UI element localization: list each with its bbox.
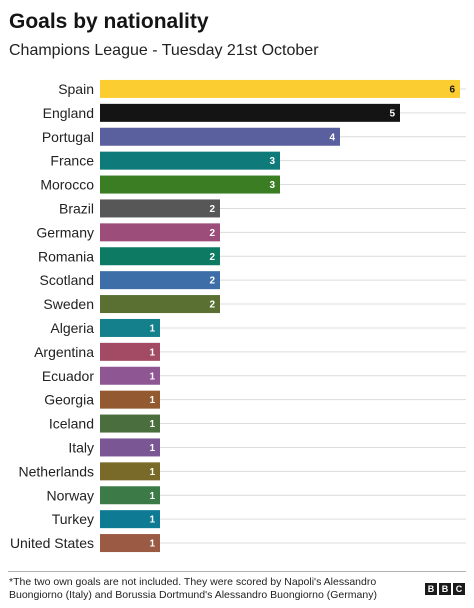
category-label: Netherlands — [19, 463, 95, 479]
bar — [100, 462, 160, 481]
bar — [100, 486, 160, 505]
bar — [100, 342, 160, 361]
category-label: Brazil — [59, 200, 94, 216]
bar — [100, 390, 160, 409]
bar — [100, 414, 160, 433]
bbc-logo-b1: B — [425, 583, 437, 595]
category-label: France — [50, 153, 94, 169]
footnote: *The two own goals are not included. The… — [9, 576, 377, 601]
value-label: 1 — [149, 419, 155, 430]
bar — [100, 295, 220, 314]
value-label: 1 — [149, 539, 155, 550]
value-label: 2 — [209, 228, 215, 239]
category-label: Spain — [58, 81, 94, 97]
bbc-logo-b2: B — [439, 583, 451, 595]
value-label: 3 — [269, 180, 275, 191]
category-label: Norway — [47, 487, 94, 503]
chart-title: Goals by nationality — [9, 10, 209, 33]
bar — [100, 366, 160, 385]
category-label: Ecuador — [42, 368, 94, 384]
bbc-logo-c: C — [453, 583, 465, 595]
bar — [100, 223, 220, 242]
bar — [100, 127, 340, 146]
value-label: 1 — [149, 443, 155, 454]
chart-subtitle: Champions League - Tuesday 21st October — [9, 42, 319, 59]
bar — [100, 79, 460, 98]
value-label: 1 — [149, 347, 155, 358]
bar — [100, 271, 220, 290]
category-label: England — [43, 105, 94, 121]
bar — [100, 318, 160, 337]
category-label: Morocco — [40, 177, 94, 193]
value-label: 1 — [149, 515, 155, 526]
bar — [100, 175, 280, 194]
category-label: United States — [10, 535, 94, 551]
bar — [100, 438, 160, 457]
category-label: Germany — [36, 224, 94, 240]
footer-divider — [8, 571, 466, 572]
category-label: Algeria — [50, 320, 94, 336]
value-label: 2 — [209, 252, 215, 263]
category-label: Scotland — [40, 272, 94, 288]
value-label: 3 — [269, 156, 275, 167]
value-label: 2 — [209, 276, 215, 287]
bbc-logo: B B C — [425, 583, 465, 595]
bar — [100, 247, 220, 266]
category-label: Georgia — [44, 392, 94, 408]
value-label: 1 — [149, 323, 155, 334]
value-label: 1 — [149, 371, 155, 382]
bar — [100, 534, 160, 553]
category-label: Turkey — [52, 511, 94, 527]
bar — [100, 151, 280, 170]
value-label: 2 — [209, 204, 215, 215]
bar — [100, 510, 160, 529]
bar-chart: Spain 6 England 5 Portugal 4 France 3 Morocco 3 Br… — [10, 79, 466, 553]
value-label: 1 — [149, 395, 155, 406]
category-label: Italy — [68, 439, 94, 455]
value-label: 2 — [209, 300, 215, 311]
bar — [100, 103, 400, 122]
bar — [100, 199, 220, 218]
value-label: 1 — [149, 491, 155, 502]
category-label: Iceland — [49, 416, 94, 432]
value-label: 6 — [449, 84, 455, 95]
category-label: Sweden — [43, 296, 94, 312]
value-label: 1 — [149, 467, 155, 478]
category-label: Romania — [38, 248, 94, 264]
value-label: 5 — [389, 108, 395, 119]
category-label: Argentina — [34, 344, 94, 360]
value-label: 4 — [329, 132, 335, 143]
category-label: Portugal — [42, 129, 94, 145]
